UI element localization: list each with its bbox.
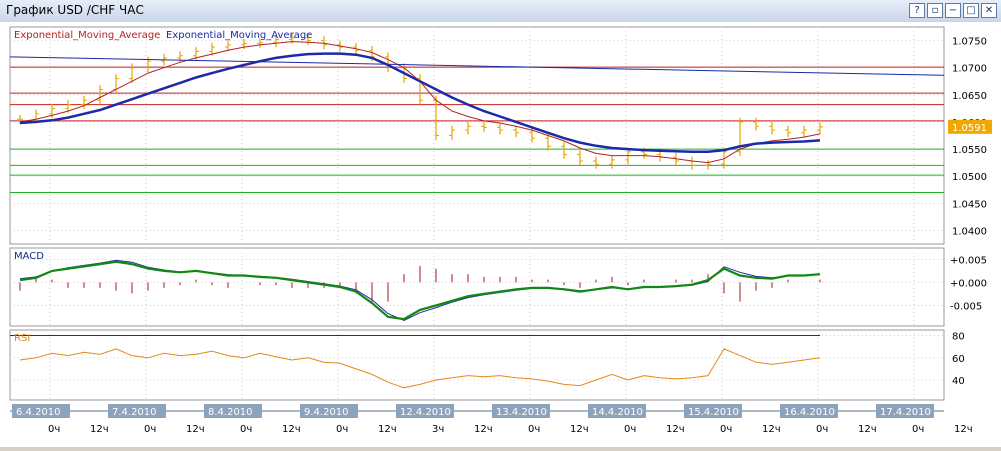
- chart-svg[interactable]: 1.07501.07001.06501.06001.05501.05001.04…: [0, 22, 1001, 447]
- macd-y-tick: -0.005: [950, 301, 982, 312]
- hour-tick-label: 0ч: [336, 424, 348, 435]
- rsi-y-tick: 40: [952, 376, 965, 387]
- price-y-tick: 1.0500: [952, 172, 987, 183]
- date-label-bg: [108, 404, 166, 418]
- hour-tick-label: 12ч: [282, 424, 301, 435]
- date-label: 16.4.2010: [784, 407, 835, 418]
- date-label-bg: [876, 404, 934, 418]
- restore-button[interactable]: ▫: [927, 3, 943, 18]
- close-button[interactable]: ✕: [981, 3, 997, 18]
- macd-y-tick: +0.000: [950, 278, 987, 289]
- date-label-bg: [12, 404, 70, 418]
- macd-y-tick: +0.005: [950, 255, 987, 266]
- window-titlebar: График USD /CHF ЧАС ? ▫ − □ ✕: [0, 0, 1001, 23]
- price-y-tick: 1.0650: [952, 91, 987, 102]
- hour-tick-label: 0ч: [816, 424, 828, 435]
- date-label: 12.4.2010: [400, 407, 451, 418]
- hour-tick-label: 0ч: [624, 424, 636, 435]
- date-label: 7.4.2010: [112, 407, 157, 418]
- date-label-bg: [684, 404, 742, 418]
- date-label-bg: [588, 404, 646, 418]
- date-label-bg: [780, 404, 838, 418]
- rsi-y-tick: 80: [952, 332, 965, 343]
- price-y-tick: 1.0700: [952, 64, 987, 75]
- current-price-tag: [948, 119, 992, 134]
- rsi-y-tick: 60: [952, 354, 965, 365]
- hour-tick-label: 12ч: [666, 424, 685, 435]
- hour-tick-label: 12ч: [90, 424, 109, 435]
- rsi-line: [19, 348, 821, 389]
- date-label-bg: [204, 404, 262, 418]
- rsi-panel[interactable]: 80 60 40 RSI: [9, 329, 965, 401]
- rsi-legend: RSI: [14, 333, 30, 344]
- date-label: 9.4.2010: [304, 407, 349, 418]
- hour-tick-label: 3ч: [432, 424, 444, 435]
- ema-slow-line: [19, 52, 821, 154]
- price-y-tick: 1.0550: [952, 145, 987, 156]
- time-axis: 6.4.2010 7.4.2010 8.4.2010 9.4.2010 12.4.201…: [10, 404, 973, 435]
- hour-tick-label: 0ч: [144, 424, 156, 435]
- macd-panel[interactable]: +0.005 +0.000 -0.005 MACD: [9, 247, 987, 327]
- hour-tick-label: 0ч: [48, 424, 60, 435]
- price-y-tick: 1.0750: [952, 37, 987, 48]
- maximize-button[interactable]: □: [963, 3, 979, 18]
- macd-legend: MACD: [14, 251, 44, 262]
- legend-ema-fast: Exponential_Moving_Average: [14, 30, 160, 41]
- hour-tick-label: 0ч: [240, 424, 252, 435]
- window-buttons: ? ▫ − □ ✕: [909, 3, 997, 18]
- window-title: График USD /CHF ЧАС: [6, 3, 144, 17]
- hour-tick-label: 12ч: [378, 424, 397, 435]
- trend-line[interactable]: [9, 56, 945, 76]
- hour-tick-label: 0ч: [528, 424, 540, 435]
- hour-tick-label: 12ч: [570, 424, 589, 435]
- macd-line: [19, 260, 821, 321]
- hour-tick-label: 12ч: [762, 424, 781, 435]
- legend-ema-slow: Exponential_Moving_Average: [166, 30, 312, 41]
- date-label-bg: [300, 404, 358, 418]
- price-panel[interactable]: 1.07501.07001.06501.06001.05501.05001.04…: [9, 26, 992, 245]
- hour-tick-label: 12ч: [186, 424, 205, 435]
- hour-tick-label: 12ч: [474, 424, 493, 435]
- rsi-panel-frame: [9, 329, 945, 401]
- price-y-tick: 1.0400: [952, 226, 987, 237]
- date-label: 15.4.2010: [688, 407, 739, 418]
- price-y-tick: 1.0450: [952, 199, 987, 210]
- current-price-label: 1.0591: [952, 123, 987, 134]
- hour-tick-label: 12ч: [858, 424, 877, 435]
- date-label: 8.4.2010: [208, 407, 253, 418]
- date-label-bg: [492, 404, 550, 418]
- hour-tick-label: 0ч: [720, 424, 732, 435]
- macd-panel-frame: [9, 247, 945, 327]
- help-button[interactable]: ?: [909, 3, 925, 18]
- date-label: 17.4.2010: [880, 407, 931, 418]
- hour-tick-label: 0ч: [912, 424, 924, 435]
- date-label: 6.4.2010: [16, 407, 61, 418]
- minimize-button[interactable]: −: [945, 3, 961, 18]
- date-label: 14.4.2010: [592, 407, 643, 418]
- chart-area[interactable]: 1.07501.07001.06501.06001.05501.05001.04…: [0, 22, 1001, 447]
- date-label: 13.4.2010: [496, 407, 547, 418]
- hour-tick-label: 12ч: [954, 424, 973, 435]
- date-label-bg: [396, 404, 454, 418]
